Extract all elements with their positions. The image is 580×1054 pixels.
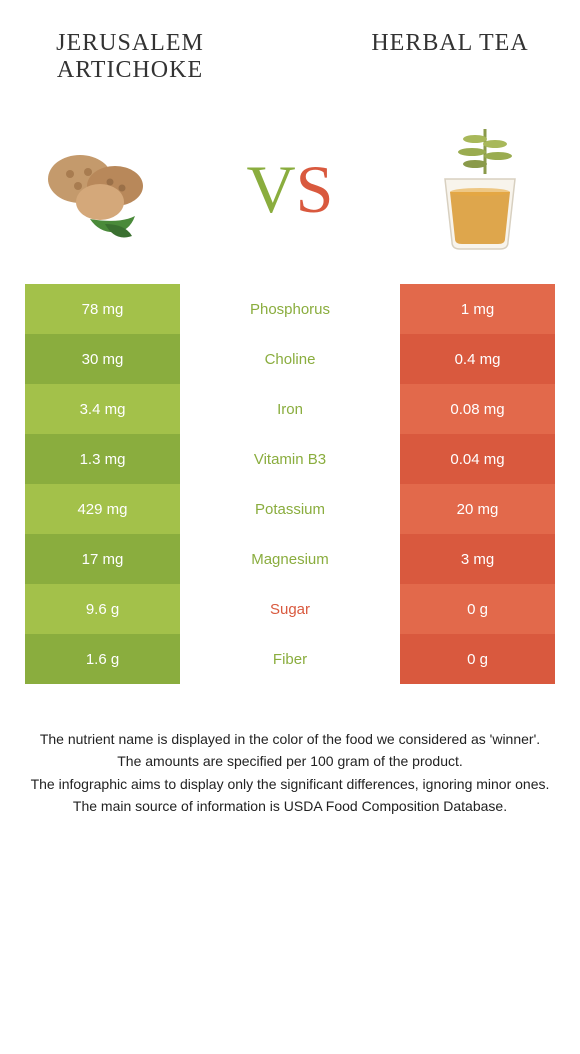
left-value: 429 mg (25, 484, 180, 534)
table-row: 429 mgPotassium20 mg (25, 484, 555, 534)
footer-line-4: The main source of information is USDA F… (25, 796, 555, 816)
nutrient-label: Iron (180, 384, 400, 434)
table-row: 3.4 mgIron0.08 mg (25, 384, 555, 434)
table-row: 30 mgCholine0.4 mg (25, 334, 555, 384)
artichoke-icon (30, 124, 190, 254)
footer-notes: The nutrient name is displayed in the co… (0, 684, 580, 838)
right-value: 3 mg (400, 534, 555, 584)
tea-icon (390, 124, 550, 254)
right-value: 1 mg (400, 284, 555, 334)
images-row: VS (0, 104, 580, 284)
nutrient-label: Choline (180, 334, 400, 384)
nutrient-label: Fiber (180, 634, 400, 684)
left-value: 3.4 mg (25, 384, 180, 434)
left-value: 17 mg (25, 534, 180, 584)
right-value: 20 mg (400, 484, 555, 534)
nutrient-label: Phosphorus (180, 284, 400, 334)
table-row: 78 mgPhosphorus1 mg (25, 284, 555, 334)
left-value: 1.3 mg (25, 434, 180, 484)
nutrient-label: Vitamin B3 (180, 434, 400, 484)
right-value: 0 g (400, 584, 555, 634)
nutrient-label: Magnesium (180, 534, 400, 584)
comparison-table: 78 mgPhosphorus1 mg30 mgCholine0.4 mg3.4… (25, 284, 555, 684)
left-value: 30 mg (25, 334, 180, 384)
nutrient-label: Sugar (180, 584, 400, 634)
header: Jerusalem artichoke Herbal tea (0, 0, 580, 104)
footer-line-2: The amounts are specified per 100 gram o… (25, 751, 555, 771)
vs-s: S (296, 151, 334, 227)
vs-v: V (247, 151, 296, 227)
left-value: 78 mg (25, 284, 180, 334)
left-value: 9.6 g (25, 584, 180, 634)
table-row: 9.6 gSugar0 g (25, 584, 555, 634)
footer-line-3: The infographic aims to display only the… (25, 774, 555, 794)
right-food-title: Herbal tea (350, 30, 550, 84)
table-row: 17 mgMagnesium3 mg (25, 534, 555, 584)
right-value: 0 g (400, 634, 555, 684)
footer-line-1: The nutrient name is displayed in the co… (25, 729, 555, 749)
vs-label: VS (247, 150, 334, 229)
right-value: 0.04 mg (400, 434, 555, 484)
table-row: 1.3 mgVitamin B30.04 mg (25, 434, 555, 484)
right-value: 0.08 mg (400, 384, 555, 434)
nutrient-label: Potassium (180, 484, 400, 534)
right-value: 0.4 mg (400, 334, 555, 384)
table-row: 1.6 gFiber0 g (25, 634, 555, 684)
left-value: 1.6 g (25, 634, 180, 684)
left-food-title: Jerusalem artichoke (30, 30, 230, 84)
